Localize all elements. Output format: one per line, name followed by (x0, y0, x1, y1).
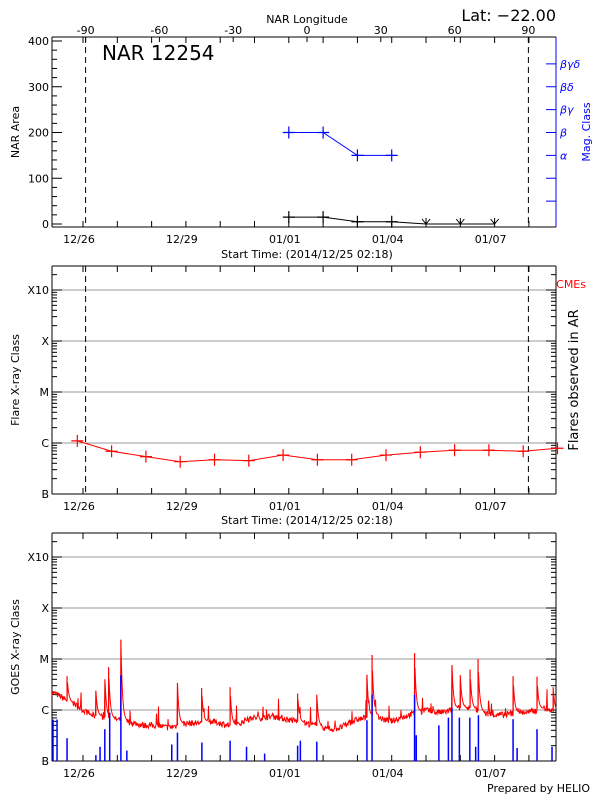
x-tick-label: 12/26 (63, 500, 95, 513)
mag-class-label: βγδ (559, 58, 581, 71)
x-tick-label: 12/29 (166, 233, 198, 246)
flare-point (345, 453, 358, 466)
mag-class-point (282, 126, 295, 139)
x-tick-label: 01/04 (372, 767, 404, 780)
cmes-legend: CMEs (556, 278, 586, 291)
y-tick-label: X (41, 602, 49, 615)
x-tick-label: 01/01 (269, 767, 301, 780)
x-tick-label: 12/26 (63, 233, 95, 246)
nar-area-panel: -90 -60 -30 0 30 60 90 0 100 200 300 400 αβ βγ βδ βγδ 12… (28, 24, 581, 246)
mag-class-point (385, 149, 398, 162)
flare-point (311, 453, 324, 466)
x-tick-label: 01/01 (269, 233, 301, 246)
area-limit-arrow (421, 218, 431, 225)
lon-tick-label: 30 (374, 24, 388, 37)
flare-class-line (77, 440, 558, 463)
mag-class-label: βγ (559, 104, 574, 117)
area-point (282, 211, 295, 224)
nar-area-ylabel: NAR Area (9, 106, 22, 158)
x-tick-label: 01/01 (269, 500, 301, 513)
area-point (385, 215, 398, 228)
flares-observed-ylabel: Flares observed in AR (567, 309, 582, 450)
x-tick-label: 12/29 (166, 500, 198, 513)
x-tick-label: 01/07 (475, 233, 507, 246)
x-tick-label: 01/07 (475, 500, 507, 513)
flare-point (277, 449, 290, 462)
flare-point (482, 444, 495, 457)
y-tick-label: M (40, 653, 50, 666)
y-tick-label: C (41, 437, 49, 450)
y-tick-label: X (41, 335, 49, 348)
mag-class-point (317, 126, 330, 139)
goes-flux-line (51, 645, 557, 733)
flare-class-panel: B C M X X10 12/26 12/29 01/01 01/04 01/07 (27, 265, 564, 513)
area-point (317, 211, 330, 224)
x-tick-label: 01/04 (372, 500, 404, 513)
y-tick-label: C (41, 704, 49, 717)
flare-point (105, 445, 118, 458)
y-tick-label: X10 (27, 551, 49, 564)
lon-tick-label: 0 (304, 24, 311, 37)
goes-panel: B C M X X10 12/26 12/29 01/01 01/04 01/07 (27, 532, 557, 780)
y-tick-label: 0 (42, 218, 49, 231)
x-tick-label: 01/07 (475, 767, 507, 780)
flare-point (414, 446, 427, 459)
y-tick-label: M (40, 386, 50, 399)
y-tick-label: 400 (28, 35, 49, 48)
mag-class-ylabel: Mag. Class (580, 102, 593, 161)
goes-class-ylabel: GOES X-ray Class (9, 599, 22, 695)
flare-point (551, 442, 564, 455)
latitude-label: Lat: −22.00 (461, 6, 556, 25)
y-tick-label: 200 (28, 127, 49, 140)
x-tick-label: 01/04 (372, 233, 404, 246)
area-point (351, 215, 364, 228)
lon-tick-label: -60 (150, 24, 168, 37)
flare-point (448, 444, 461, 457)
area-limit-arrow (455, 218, 465, 225)
mag-class-label: β (559, 127, 567, 140)
panel2-xlabel: Start Time: (2014/12/25 02:18) (221, 514, 393, 527)
flare-point (242, 454, 255, 467)
flare-point (71, 434, 84, 447)
panel1-xlabel: Start Time: (2014/12/25 02:18) (221, 248, 393, 261)
y-tick-label: X10 (27, 284, 49, 297)
lon-tick-label: -30 (224, 24, 242, 37)
x-tick-label: 12/26 (63, 767, 95, 780)
lon-tick-label: 90 (521, 24, 535, 37)
x-tick-label: 12/29 (166, 767, 198, 780)
flare-point (174, 455, 187, 468)
mag-class-label: α (560, 149, 568, 162)
flare-class-ylabel: Flare X-ray Class (9, 334, 22, 426)
flare-point (517, 445, 530, 458)
flare-point (379, 449, 392, 462)
prepared-by-credit: Prepared by HELIO (487, 782, 590, 795)
y-tick-label: B (41, 488, 49, 501)
flare-point (139, 450, 152, 463)
mag-class-point (351, 149, 364, 162)
mag-class-label: βδ (559, 81, 574, 94)
y-tick-label: B (41, 755, 49, 768)
longitude-axis-title: NAR Longitude (266, 13, 348, 26)
lon-tick-label: -90 (77, 24, 95, 37)
mag-class-line (288, 132, 392, 156)
y-tick-label: 300 (28, 81, 49, 94)
area-limit-arrow (490, 218, 500, 225)
y-tick-label: 100 (28, 172, 49, 185)
flare-point (208, 453, 221, 466)
nar-title: NAR 12254 (102, 41, 215, 65)
lon-tick-label: 60 (448, 24, 462, 37)
